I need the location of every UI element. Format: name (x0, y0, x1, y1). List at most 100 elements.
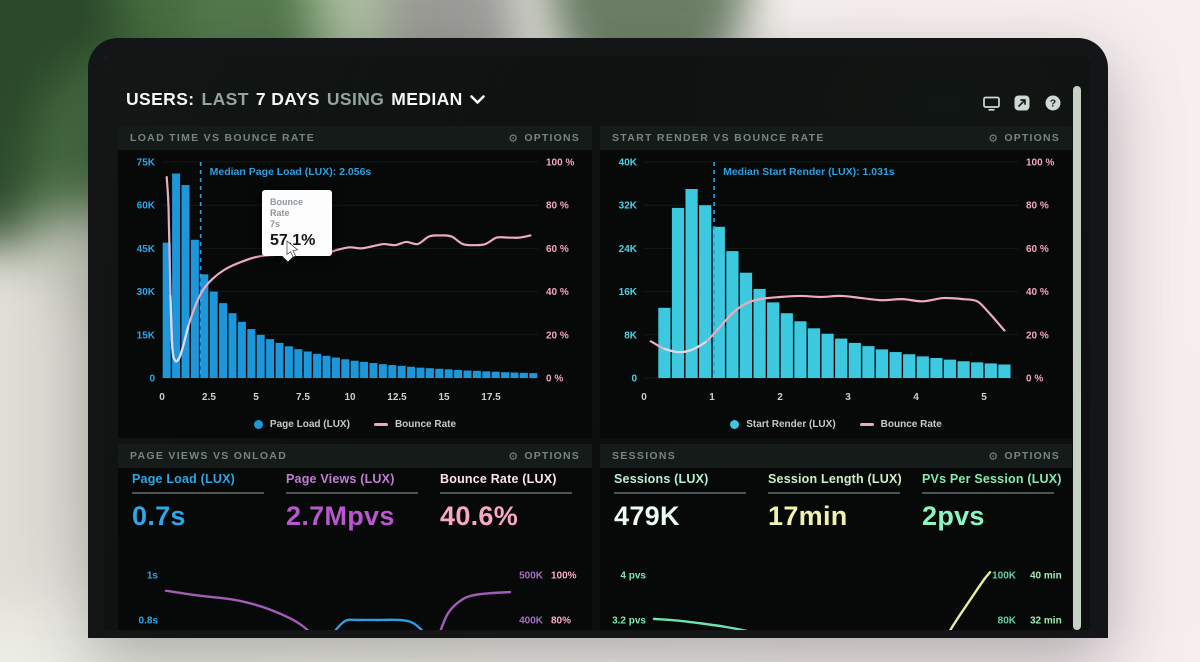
legend-line-bouncerate (859, 423, 874, 426)
svg-text:15K: 15K (137, 330, 156, 341)
metric-underline (614, 492, 746, 494)
topbar-actions: ? (982, 94, 1062, 112)
options-button[interactable]: ⚙ OPTIONS (508, 131, 580, 145)
svg-text:400K: 400K (519, 616, 544, 627)
legend-line-bouncerate (373, 423, 388, 426)
svg-text:100 %: 100 % (546, 158, 574, 169)
svg-text:75K: 75K (137, 158, 156, 169)
title-part: USERS: (126, 89, 195, 109)
svg-text:3.2 pvs: 3.2 pvs (612, 616, 646, 627)
svg-text:1: 1 (709, 392, 715, 403)
svg-text:4 pvs: 4 pvs (620, 571, 646, 582)
title-part: LAST (201, 89, 249, 109)
svg-text:80K: 80K (998, 616, 1017, 627)
svg-text:1s: 1s (147, 571, 159, 582)
gear-icon: ⚙ (988, 131, 1000, 145)
load-time-chart[interactable]: 100 % 80 % 60 % 40 % 20 % 0 % 75K 60K 45K 30K 15K 0… (118, 150, 592, 410)
share-icon[interactable] (1013, 94, 1031, 112)
legend-dot-pageload (253, 420, 263, 429)
svg-text:0: 0 (159, 392, 165, 403)
panel-start-render-vs-bounce-rate: START RENDER VS BOUNCE RATE ⚙ OPTIONS 10… (600, 126, 1072, 438)
svg-text:Median Page Load (LUX): 2.056s: Median Page Load (LUX): 2.056s (210, 166, 372, 178)
chart-tooltip: Bounce Rate 7s 57.1% (262, 190, 332, 256)
svg-text:20 %: 20 % (546, 330, 569, 341)
svg-text:60K: 60K (137, 201, 156, 212)
options-button[interactable]: ⚙ OPTIONS (988, 131, 1060, 145)
svg-text:40 min: 40 min (1030, 571, 1062, 582)
metric-bounce-rate: Bounce Rate (LUX) 40.6% (440, 472, 580, 532)
metric-sessions: Sessions (LUX) 479K (614, 472, 754, 532)
metric-underline (768, 492, 900, 494)
users-range-dropdown[interactable]: USERS: LAST 7 DAYS USING MEDIAN (126, 89, 485, 110)
svg-text:10: 10 (344, 392, 356, 403)
panel-title: PAGE VIEWS VS ONLOAD (130, 450, 288, 462)
svg-text:8K: 8K (624, 330, 638, 341)
scrollbar[interactable] (1073, 86, 1081, 630)
svg-text:40 %: 40 % (546, 287, 569, 298)
gear-icon: ⚙ (508, 449, 520, 463)
svg-text:?: ? (1050, 98, 1056, 110)
svg-text:5: 5 (981, 392, 987, 403)
help-icon[interactable]: ? (1044, 94, 1062, 112)
svg-text:0: 0 (631, 374, 637, 385)
metric-session-length: Session Length (LUX) 17min (768, 472, 902, 531)
svg-text:80%: 80% (551, 616, 571, 627)
svg-text:0 %: 0 % (546, 374, 563, 385)
svg-text:32K: 32K (619, 201, 638, 212)
svg-text:20 %: 20 % (1026, 330, 1049, 341)
svg-text:100K: 100K (992, 571, 1017, 582)
mouse-cursor (286, 240, 299, 258)
panel-title: START RENDER VS BOUNCE RATE (612, 132, 825, 144)
svg-text:12.5: 12.5 (387, 392, 407, 403)
gear-icon: ⚙ (988, 449, 1000, 463)
svg-text:80 %: 80 % (546, 201, 569, 212)
display-icon[interactable] (982, 94, 1000, 112)
metric-underline (440, 492, 572, 494)
gear-icon: ⚙ (508, 131, 520, 145)
chart-legend: Page Load (LUX) Bounce Rate (118, 419, 592, 430)
panel-title: LOAD TIME VS BOUNCE RATE (130, 132, 316, 144)
svg-text:60 %: 60 % (546, 244, 569, 255)
svg-text:2: 2 (777, 392, 783, 403)
svg-text:80 %: 80 % (1026, 201, 1049, 212)
svg-text:60 %: 60 % (1026, 244, 1049, 255)
title-part: 7 DAYS (255, 89, 320, 109)
options-button[interactable]: ⚙ OPTIONS (988, 449, 1060, 463)
metric-underline (922, 492, 1054, 494)
svg-text:0 %: 0 % (1026, 374, 1043, 385)
svg-text:3: 3 (845, 392, 851, 403)
svg-text:0: 0 (149, 374, 155, 385)
svg-text:30K: 30K (137, 287, 156, 298)
metrics-row: Page Load (LUX) 0.7s Page Views (LUX) 2.… (118, 472, 592, 544)
svg-text:Median Start Render (LUX): 1.0: Median Start Render (LUX): 1.031s (723, 166, 895, 178)
dashboard-content: USERS: LAST 7 DAYS USING MEDIAN ? LOAD T… (104, 56, 1090, 630)
svg-text:16K: 16K (619, 287, 638, 298)
svg-text:0.8s: 0.8s (139, 616, 159, 627)
svg-text:500K: 500K (519, 571, 544, 582)
page-views-chart[interactable]: 1s0.8s0.6s500K400K300K100%80%60% (118, 544, 592, 630)
legend-dot-startrender (730, 420, 740, 429)
title-part: USING (326, 89, 385, 109)
metric-page-load: Page Load (LUX) 0.7s (132, 472, 272, 532)
svg-text:15: 15 (438, 392, 450, 403)
svg-text:7.5: 7.5 (296, 392, 310, 403)
svg-text:4: 4 (913, 392, 919, 403)
metrics-row: Sessions (LUX) 479K Session Length (LUX)… (600, 472, 1072, 544)
metric-underline (132, 492, 264, 494)
metric-page-views: Page Views (LUX) 2.7Mpvs (286, 472, 426, 532)
chevron-down-icon (469, 94, 485, 104)
svg-text:40K: 40K (619, 158, 638, 169)
svg-text:5: 5 (253, 392, 259, 403)
svg-text:40 %: 40 % (1026, 287, 1049, 298)
svg-text:24K: 24K (619, 244, 638, 255)
panel-title: SESSIONS (612, 450, 677, 462)
svg-text:45K: 45K (137, 244, 156, 255)
metric-pvs-per-session: PVs Per Session (LUX) 2pvs (922, 472, 1062, 531)
options-button[interactable]: ⚙ OPTIONS (508, 449, 580, 463)
svg-text:32 min: 32 min (1030, 616, 1062, 627)
svg-text:100 %: 100 % (1026, 158, 1054, 169)
start-render-chart[interactable]: 100 % 80 % 60 % 40 % 20 % 0 % 40K 32K 24K 16K 8K 00… (600, 150, 1072, 410)
svg-text:100%: 100% (551, 571, 577, 582)
svg-text:0: 0 (641, 392, 647, 403)
